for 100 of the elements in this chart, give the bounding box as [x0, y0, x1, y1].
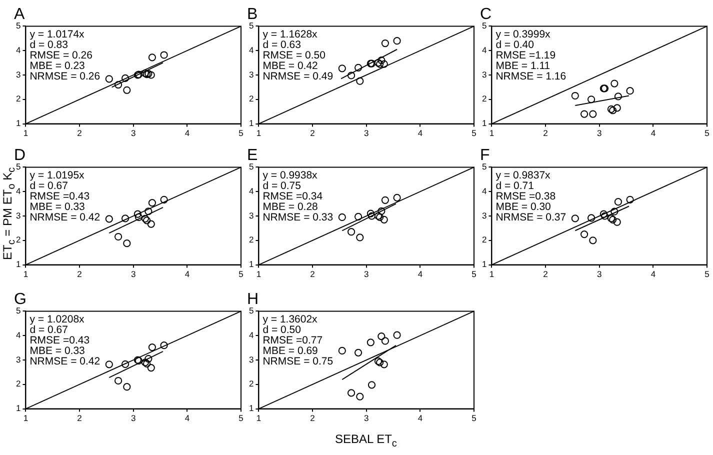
annotation: MBE = 0.30 — [496, 201, 552, 214]
y-tick-label: 5 — [16, 20, 21, 31]
x-tick-label: 4 — [418, 413, 423, 424]
annotation: MBE = 0.33 — [30, 201, 86, 214]
annotation: NRMSE = 0.42 — [30, 212, 100, 224]
x-tick-label: 1 — [23, 413, 28, 424]
chart-title: G — [14, 291, 26, 308]
x-tick-label: 4 — [650, 128, 656, 138]
x-tick-label: 2 — [77, 128, 82, 138]
annotation: NRMSE = 0.37 — [496, 212, 566, 224]
annotation: MBE = 0.33 — [30, 345, 86, 358]
x-tick-label: 2 — [310, 413, 316, 424]
y-tick-label: 1 — [248, 118, 254, 128]
x-tick-label: 4 — [418, 269, 423, 280]
chart-title: F — [480, 147, 490, 164]
x-tick-label: 3 — [130, 413, 136, 424]
annotation: d = 0.63 — [262, 38, 302, 51]
y-tick-label: 2 — [16, 378, 21, 389]
y-tick-label: 2 — [248, 94, 254, 104]
x-tick-label: 5 — [238, 269, 244, 280]
x-tick-label: 3 — [130, 269, 136, 280]
chart-title: H — [247, 291, 259, 308]
y-tick-label: 5 — [16, 162, 21, 172]
x-tick-label: 5 — [704, 128, 710, 138]
annotation: RMSE = 0.26 — [30, 50, 93, 62]
y-tick-label: 4 — [248, 186, 254, 196]
x-tick-label: 2 — [543, 269, 548, 280]
x-axis-title: SEBAL ET$_{c}$ — [335, 432, 397, 450]
y-tick-label: 2 — [16, 94, 21, 104]
x-tick-label: 5 — [238, 128, 244, 138]
annotation: d = 0.67 — [30, 324, 68, 336]
y-tick-label: 3 — [16, 210, 21, 220]
annotation: y = 0.9938x — [262, 169, 318, 182]
x-tick-label: 4 — [184, 128, 190, 138]
annotation: y = 1.0195x — [30, 169, 86, 182]
x-tick-label: 5 — [704, 269, 710, 280]
x-tick-label: 1 — [256, 128, 262, 138]
annotation: NRMSE = 0.26 — [30, 70, 100, 83]
y-tick-label: 5 — [482, 162, 487, 172]
y-tick-label: 1 — [482, 118, 487, 128]
x-tick-label: 5 — [472, 413, 477, 424]
y-tick-label: 3 — [16, 354, 21, 364]
y-tick-label: 2 — [482, 94, 487, 104]
annotation: NRMSE = 0.33 — [262, 212, 334, 224]
y-tick-label: 1 — [248, 403, 254, 414]
x-tick-label: 4 — [650, 269, 656, 280]
annotation: y = 0.9837x — [496, 169, 552, 182]
annotation: d = 0.71 — [496, 180, 534, 192]
x-tick-label: 1 — [23, 128, 28, 138]
y-tick-label: 2 — [482, 234, 487, 245]
annotation: d = 0.50 — [262, 324, 302, 336]
annotation: MBE = 0.69 — [262, 345, 318, 358]
y-tick-label: 4 — [16, 330, 21, 340]
annotation: RMSE =0.43 — [30, 334, 90, 347]
annotation: RMSE = 0.50 — [262, 50, 326, 62]
x-tick-label: 3 — [596, 128, 602, 138]
annotation: RMSE =0.34 — [262, 190, 323, 203]
chart-title: E — [247, 147, 258, 164]
x-tick-label: 1 — [256, 269, 262, 280]
y-tick-label: 4 — [16, 186, 21, 196]
annotation: NRMSE = 0.49 — [262, 70, 334, 83]
annotation: y = 0.3999x — [496, 28, 552, 40]
y-tick-label: 4 — [482, 186, 487, 196]
y-tick-label: 5 — [16, 306, 21, 316]
x-tick-label: 5 — [238, 413, 244, 424]
x-tick-label: 1 — [489, 269, 494, 280]
x-tick-label: 3 — [364, 269, 369, 280]
x-tick-label: 3 — [364, 413, 369, 424]
x-tick-label: 3 — [596, 269, 602, 280]
y-tick-label: 4 — [248, 44, 254, 55]
x-tick-label: 1 — [489, 128, 494, 138]
y-tick-label: 1 — [16, 403, 21, 414]
annotation: NRMSE = 0.75 — [262, 356, 334, 368]
y-tick-label: 1 — [16, 259, 21, 270]
y-tick-label: 3 — [248, 354, 254, 364]
x-tick-label: 3 — [130, 128, 136, 138]
annotation: y = 1.3602x — [262, 313, 318, 326]
y-tick-label: 2 — [248, 378, 254, 389]
chart-title: B — [247, 6, 258, 24]
annotation: RMSE =1.19 — [496, 50, 556, 62]
y-tick-label: 3 — [248, 69, 254, 80]
y-tick-label: 4 — [482, 44, 487, 55]
x-tick-label: 4 — [184, 269, 190, 280]
annotation: RMSE =0.77 — [262, 334, 323, 347]
x-tick-label: 2 — [543, 128, 548, 138]
chart-title: D — [14, 147, 26, 164]
annotation: RMSE =0.43 — [30, 190, 90, 203]
y-tick-label: 2 — [248, 234, 254, 245]
x-tick-label: 2 — [77, 413, 82, 424]
annotation: NRMSE = 0.42 — [30, 356, 100, 368]
annotation: MBE = 0.42 — [262, 60, 318, 72]
annotation: y = 1.1628x — [262, 28, 318, 40]
y-tick-label: 3 — [16, 69, 21, 80]
x-tick-label: 4 — [184, 413, 190, 424]
x-tick-label: 3 — [364, 128, 369, 138]
y-tick-label: 4 — [16, 44, 21, 55]
x-tick-label: 5 — [472, 128, 477, 138]
chart-title: C — [480, 6, 492, 24]
y-tick-label: 1 — [248, 259, 254, 270]
x-tick-label: 2 — [310, 269, 316, 280]
